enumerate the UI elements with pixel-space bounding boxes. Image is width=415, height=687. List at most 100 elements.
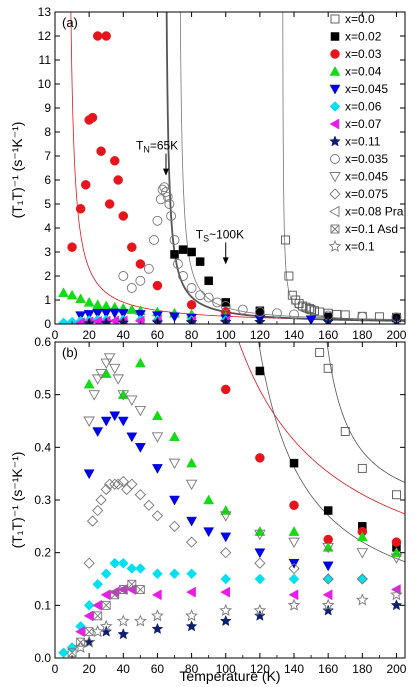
- data-point: [58, 287, 69, 298]
- data-point: [134, 614, 147, 627]
- legend-marker: [329, 205, 340, 218]
- data-point: [75, 317, 85, 324]
- data-point: [322, 561, 334, 572]
- data-point: [220, 532, 232, 543]
- data-point: [66, 642, 78, 653]
- panel-a-frame: [54, 11, 406, 325]
- data-point: [109, 478, 121, 490]
- data-point: [88, 390, 101, 401]
- data-point: [87, 112, 98, 123]
- y-tick-label: 12: [38, 29, 52, 43]
- data-point: [254, 573, 266, 585]
- data-point: [356, 548, 369, 559]
- x-tick-label: 80: [185, 328, 199, 342]
- data-point: [126, 395, 138, 406]
- data-point: [112, 478, 124, 490]
- data-point: [281, 235, 290, 245]
- y-tick-label: 7: [44, 149, 51, 163]
- data-point: [220, 301, 231, 311]
- y-tick-label: 2: [44, 269, 51, 283]
- data-point: [149, 235, 159, 245]
- y-tick-label: 4: [44, 221, 51, 235]
- legend-label: x=0.045: [345, 170, 388, 184]
- y-tick-label: 0.2: [34, 546, 51, 560]
- data-point: [254, 609, 266, 621]
- data-point: [101, 31, 111, 41]
- data-point: [152, 215, 163, 226]
- data-point: [109, 411, 121, 422]
- legend-marker: [329, 84, 341, 95]
- data-point: [288, 526, 300, 536]
- data-point: [75, 626, 85, 638]
- x-tick-label: 160: [318, 328, 338, 342]
- x-tick-label: 60: [151, 662, 165, 676]
- data-point: [151, 432, 164, 443]
- data-point: [178, 271, 188, 281]
- data-point: [203, 527, 215, 538]
- data-point: [134, 443, 146, 453]
- y-tick-label: 3: [44, 245, 51, 259]
- data-point: [254, 526, 266, 536]
- legend-marker: [328, 239, 342, 252]
- data-point: [118, 271, 129, 281]
- data-point: [220, 384, 231, 395]
- data-point: [323, 363, 333, 373]
- fit-curve: [326, 342, 405, 483]
- data-point: [117, 628, 130, 640]
- data-point: [134, 357, 146, 368]
- panel-a: 0 20 40 60 80 100 120 140 160 180 2000123456789101…: [9, 5, 407, 342]
- data-point: [112, 374, 124, 385]
- data-point: [298, 301, 308, 311]
- data-point: [100, 300, 112, 311]
- y-tick-label: 0.3: [34, 493, 51, 507]
- legend-marker: [329, 135, 341, 147]
- data-point: [58, 647, 69, 658]
- data-point: [92, 31, 103, 41]
- data-point: [83, 296, 95, 307]
- y-tick-label: 0: [44, 317, 51, 331]
- data-point: [169, 495, 180, 506]
- data-point: [323, 506, 333, 515]
- data-point: [161, 187, 171, 197]
- data-point: [152, 568, 163, 580]
- data-point: [186, 568, 197, 580]
- data-point: [117, 416, 129, 427]
- x-tick-label: 100: [216, 662, 236, 676]
- data-point: [203, 494, 215, 505]
- data-point: [110, 156, 120, 166]
- data-point: [126, 584, 137, 595]
- data-point: [83, 310, 95, 320]
- data-point: [117, 309, 129, 319]
- data-point: [304, 303, 314, 313]
- data-point: [117, 390, 130, 401]
- data-point: [134, 406, 147, 417]
- panel-b-label: (b): [62, 345, 78, 360]
- legend-label: x=0.11: [345, 135, 381, 149]
- x-tick-label: 140: [284, 662, 304, 676]
- data-point: [162, 191, 173, 202]
- data-point: [169, 431, 180, 442]
- data-point: [117, 389, 129, 399]
- data-point: [322, 573, 334, 585]
- data-point: [321, 598, 335, 611]
- legend-label: x=0.045: [345, 82, 388, 96]
- y-tick-label: 5: [44, 197, 51, 211]
- data-point: [287, 290, 297, 300]
- legend-marker: [330, 154, 340, 164]
- data-point: [92, 299, 104, 310]
- data-point: [83, 469, 95, 480]
- data-point: [322, 604, 335, 616]
- arrow-head: [222, 257, 229, 265]
- data-point: [390, 553, 403, 564]
- data-point: [126, 563, 138, 574]
- data-point: [357, 463, 367, 473]
- x-tick-label: 120: [250, 662, 270, 676]
- data-point: [110, 590, 120, 600]
- data-point: [390, 599, 403, 611]
- data-point: [108, 363, 121, 375]
- data-point: [80, 180, 91, 190]
- x-tick-label: 60: [151, 328, 165, 342]
- y-tick-label: 11: [39, 53, 52, 67]
- data-point: [101, 600, 111, 610]
- data-point: [157, 184, 168, 195]
